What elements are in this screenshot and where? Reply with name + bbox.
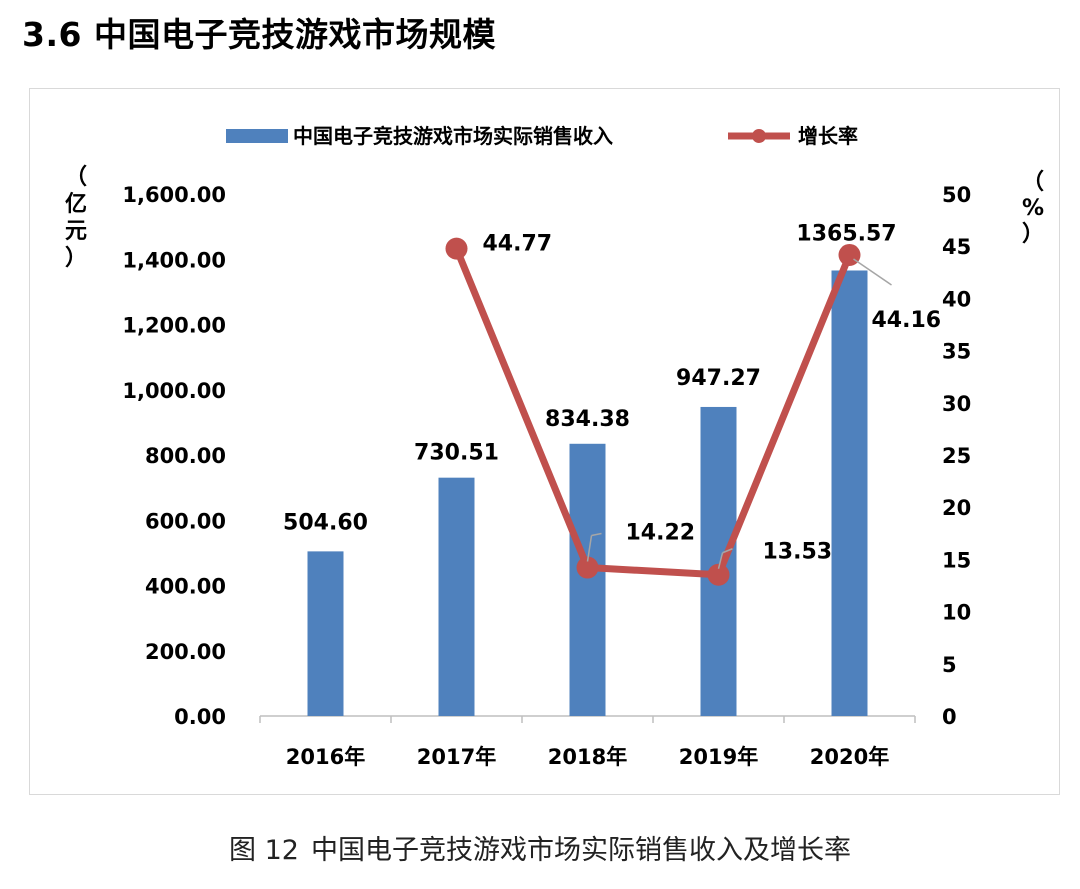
bar-data-label: 947.27 bbox=[676, 366, 761, 391]
y-right-tick: 45 bbox=[942, 235, 971, 259]
y-right-label-char: （ bbox=[1022, 170, 1044, 195]
bar-data-label: 730.51 bbox=[414, 441, 499, 466]
y-left-tick: 800.00 bbox=[145, 444, 226, 468]
y-left-label-char: ） bbox=[65, 246, 87, 271]
y-left-label-char: 亿 bbox=[65, 192, 87, 217]
line-data-label: 14.22 bbox=[626, 521, 696, 546]
x-tick-label: 2017年 bbox=[417, 745, 496, 769]
growth-line bbox=[453, 247, 853, 579]
x-tick-label: 2016年 bbox=[286, 745, 365, 769]
y-right-tick: 25 bbox=[942, 444, 971, 468]
growth-point bbox=[445, 237, 468, 260]
y-right-tick: 50 bbox=[942, 183, 971, 207]
y-right-tick: 20 bbox=[942, 496, 971, 520]
line-data-label: 44.77 bbox=[483, 232, 553, 257]
y-right-label-char: ） bbox=[1022, 222, 1044, 247]
growth-point bbox=[707, 563, 730, 586]
y-right-tick: 40 bbox=[942, 287, 971, 311]
bar bbox=[700, 406, 737, 716]
bar bbox=[831, 270, 868, 716]
x-tick-label: 2020年 bbox=[810, 745, 889, 769]
bar-data-label: 834.38 bbox=[545, 407, 630, 432]
leader-line bbox=[722, 548, 733, 554]
legend-marker-line bbox=[752, 129, 766, 143]
legend-swatch-bar bbox=[226, 129, 288, 143]
y-left-tick: 200.00 bbox=[145, 640, 226, 664]
x-tick-label: 2019年 bbox=[679, 745, 758, 769]
y-left-tick: 1,000.00 bbox=[122, 379, 226, 403]
y-left-tick: 400.00 bbox=[145, 575, 226, 599]
y-left-tick: 0.00 bbox=[174, 705, 226, 729]
y-left-label-char: （ bbox=[65, 165, 87, 190]
y-left-tick: 600.00 bbox=[145, 509, 226, 533]
bar bbox=[438, 477, 475, 716]
caption-text: 中国电子竞技游戏市场实际销售收入及增长率 bbox=[310, 835, 851, 866]
leader-line bbox=[586, 535, 593, 562]
y-left-tick: 1,400.00 bbox=[122, 248, 226, 272]
y-right-tick: 35 bbox=[942, 340, 971, 364]
y-left-tick: 1,600.00 bbox=[122, 183, 226, 207]
line-data-label: 13.53 bbox=[763, 540, 833, 565]
line-data-label: 44.16 bbox=[872, 308, 942, 333]
y-right-tick: 5 bbox=[942, 653, 957, 677]
bar-data-label: 504.60 bbox=[283, 510, 368, 535]
figure-caption: 图 12 中国电子竞技游戏市场实际销售收入及增长率 bbox=[0, 828, 1080, 867]
growth-point bbox=[838, 243, 861, 266]
legend-label-bar: 中国电子竞技游戏市场实际销售收入 bbox=[293, 124, 613, 148]
leader-line bbox=[717, 552, 724, 569]
y-right-tick: 15 bbox=[942, 548, 971, 572]
chart-frame: 中国电子竞技游戏市场实际销售收入 增长率 0.00 200.00 400.00 600.0… bbox=[29, 88, 1060, 795]
growth-point bbox=[576, 556, 599, 579]
y-right-tick: 0 bbox=[942, 705, 957, 729]
bar bbox=[569, 443, 606, 716]
x-tick-label: 2018年 bbox=[548, 745, 627, 769]
leader-line bbox=[853, 258, 892, 286]
caption-prefix: 图 12 bbox=[229, 835, 299, 866]
y-right-label-char: % bbox=[1022, 196, 1044, 221]
y-left-label-char: 元 bbox=[65, 219, 87, 244]
bar-data-label: 1365.57 bbox=[796, 221, 896, 246]
y-right-tick: 30 bbox=[942, 392, 971, 416]
legend-label-line: 增长率 bbox=[798, 124, 858, 148]
leader-line bbox=[591, 532, 602, 537]
y-left-tick: 1,200.00 bbox=[122, 314, 226, 338]
y-right-tick: 10 bbox=[942, 601, 971, 625]
bar bbox=[307, 551, 344, 716]
chart-svg: 中国电子竞技游戏市场实际销售收入 增长率 0.00 200.00 400.00 600.0… bbox=[65, 124, 1044, 769]
section-title: 3.6 中国电子竞技游戏市场规模 bbox=[22, 15, 496, 54]
